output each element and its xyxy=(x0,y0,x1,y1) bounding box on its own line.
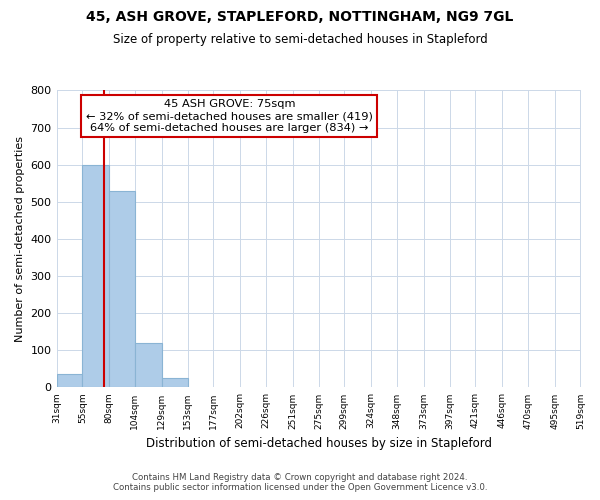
Text: 45, ASH GROVE, STAPLEFORD, NOTTINGHAM, NG9 7GL: 45, ASH GROVE, STAPLEFORD, NOTTINGHAM, N… xyxy=(86,10,514,24)
Text: Contains HM Land Registry data © Crown copyright and database right 2024.
Contai: Contains HM Land Registry data © Crown c… xyxy=(113,473,487,492)
Text: 45 ASH GROVE: 75sqm
← 32% of semi-detached houses are smaller (419)
64% of semi-: 45 ASH GROVE: 75sqm ← 32% of semi-detach… xyxy=(86,100,373,132)
Bar xyxy=(82,164,109,388)
X-axis label: Distribution of semi-detached houses by size in Stapleford: Distribution of semi-detached houses by … xyxy=(146,437,491,450)
Bar xyxy=(162,378,188,388)
Bar xyxy=(56,374,82,388)
Y-axis label: Number of semi-detached properties: Number of semi-detached properties xyxy=(15,136,25,342)
Text: Size of property relative to semi-detached houses in Stapleford: Size of property relative to semi-detach… xyxy=(113,32,487,46)
Bar xyxy=(135,343,162,388)
Bar xyxy=(109,190,135,388)
